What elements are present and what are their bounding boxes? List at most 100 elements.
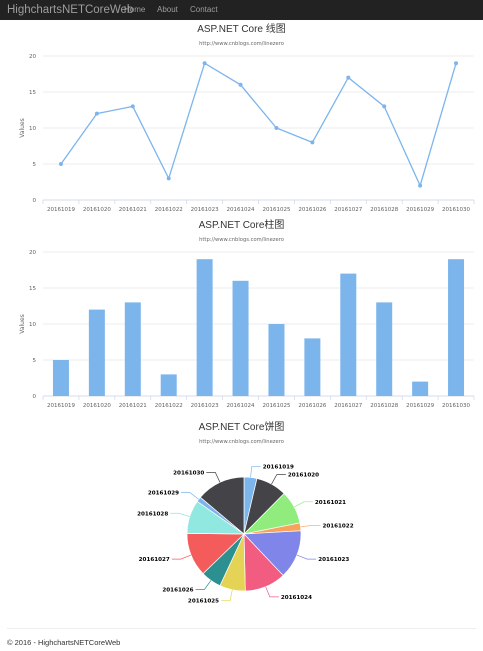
chart-subtitle: http://www.cnblogs.com/linezero <box>199 237 284 243</box>
data-point <box>274 126 279 130</box>
bar-chart: ASP.NET Core柱图 http://www.cnblogs.com/lin… <box>0 216 483 416</box>
pie-label: 20161020 <box>288 472 319 478</box>
pie-label: 20161029 <box>148 491 179 497</box>
pie-connector <box>206 472 221 483</box>
y-tick-label: 20 <box>29 54 36 60</box>
x-tick-label: 20161029 <box>406 403 434 409</box>
x-tick-label: 20161022 <box>155 403 183 409</box>
x-tick-label: 20161022 <box>155 207 183 213</box>
bar <box>268 324 285 396</box>
y-axis-label: Values <box>19 314 26 334</box>
pie-connector <box>221 589 233 601</box>
chart-title: ASP.NET Core饼图 <box>199 420 285 433</box>
x-tick-label: 20161026 <box>298 207 326 213</box>
pie-chart: ASP.NET Core饼图 http://www.cnblogs.com/lin… <box>0 416 483 621</box>
navbar: HighchartsNETCoreWeb Home About Contact <box>0 0 483 20</box>
x-tick-label: 20161030 <box>442 403 470 409</box>
line-chart-svg: ASP.NET Core 线图 http://www.cnblogs.com/li… <box>19 22 475 213</box>
x-tick-label: 20161026 <box>298 403 326 409</box>
data-point <box>418 183 423 188</box>
pie-label: 20161025 <box>188 599 219 605</box>
pie-label: 20161028 <box>137 511 168 517</box>
bar <box>304 338 321 396</box>
pie-connector <box>171 554 192 560</box>
footer-divider <box>7 628 476 629</box>
bar <box>160 374 177 396</box>
pie-label: 20161023 <box>318 557 349 563</box>
nav-home-link[interactable]: Home <box>124 5 146 14</box>
x-tick-label: 20161020 <box>83 403 111 409</box>
bar <box>412 381 429 396</box>
chart-subtitle: http://www.cnblogs.com/linezero <box>199 439 284 445</box>
data-point <box>382 104 387 109</box>
x-tick-label: 20161027 <box>334 207 362 213</box>
x-tick-label: 20161027 <box>334 403 362 409</box>
nav-about-link[interactable]: About <box>157 5 178 14</box>
bar <box>376 302 393 396</box>
data-point <box>454 61 459 66</box>
chart-title: ASP.NET Core 线图 <box>197 22 286 35</box>
pie-chart-svg: ASP.NET Core饼图 http://www.cnblogs.com/lin… <box>137 420 354 605</box>
x-tick-label: 20161030 <box>442 207 470 213</box>
x-tick-label: 20161023 <box>191 403 219 409</box>
x-tick-label: 20161023 <box>191 207 219 213</box>
pie-connector <box>181 492 199 500</box>
pie-label: 20161021 <box>315 500 346 506</box>
x-tick-label: 20161020 <box>83 207 111 213</box>
bar <box>52 360 69 396</box>
y-tick-label: 0 <box>33 394 37 400</box>
pie-label: 20161027 <box>139 557 170 563</box>
bar <box>88 309 105 396</box>
data-point <box>94 111 99 116</box>
bar <box>196 259 213 396</box>
pie-connector <box>170 512 190 517</box>
data-point <box>202 61 207 66</box>
series-line <box>60 62 457 188</box>
x-tick-label: 20161024 <box>227 207 255 213</box>
bar <box>232 280 249 396</box>
x-tick-label: 20161029 <box>406 207 434 213</box>
data-point <box>166 176 171 181</box>
pie-connector <box>271 474 286 485</box>
y-tick-label: 10 <box>29 126 36 132</box>
data-point <box>310 140 315 145</box>
pie-label: 20161024 <box>281 595 312 601</box>
x-tick-label: 20161019 <box>47 403 75 409</box>
x-tick-label: 20161021 <box>119 403 147 409</box>
chart-title: ASP.NET Core柱图 <box>199 218 285 231</box>
pie-connector <box>296 554 317 560</box>
y-tick-label: 20 <box>29 250 36 256</box>
data-point <box>58 162 63 166</box>
y-tick-label: 15 <box>29 286 36 292</box>
bar <box>448 259 465 396</box>
bar <box>340 273 357 396</box>
pie-label: 20161026 <box>162 587 193 593</box>
pie-connector <box>265 586 279 598</box>
data-point <box>130 104 135 109</box>
pie-label: 20161022 <box>322 523 353 529</box>
pie-label: 20161019 <box>263 464 294 470</box>
brand-link[interactable]: HighchartsNETCoreWeb <box>7 4 134 16</box>
nav-contact-link[interactable]: Contact <box>190 5 218 14</box>
pie-connector <box>300 525 321 528</box>
pie-label: 20161030 <box>173 470 204 476</box>
y-tick-label: 5 <box>33 162 37 168</box>
bar <box>124 302 141 396</box>
pie-connector <box>294 501 313 508</box>
data-point <box>346 75 351 80</box>
pie-connector <box>250 466 261 478</box>
bar-chart-svg: ASP.NET Core柱图 http://www.cnblogs.com/lin… <box>19 218 475 409</box>
x-tick-label: 20161024 <box>227 403 255 409</box>
x-tick-label: 20161025 <box>262 403 290 409</box>
y-tick-label: 15 <box>29 90 36 96</box>
data-point <box>238 82 243 87</box>
pie-connector <box>195 580 212 590</box>
x-tick-label: 20161028 <box>370 403 398 409</box>
chart-subtitle: http://www.cnblogs.com/linezero <box>199 41 284 47</box>
line-chart: ASP.NET Core 线图 http://www.cnblogs.com/li… <box>0 20 483 220</box>
y-tick-label: 5 <box>33 358 37 364</box>
y-tick-label: 0 <box>33 198 37 204</box>
x-tick-label: 20161019 <box>47 207 75 213</box>
x-tick-label: 20161028 <box>370 207 398 213</box>
footer-text: © 2016 - HighchartsNETCoreWeb <box>7 638 121 647</box>
